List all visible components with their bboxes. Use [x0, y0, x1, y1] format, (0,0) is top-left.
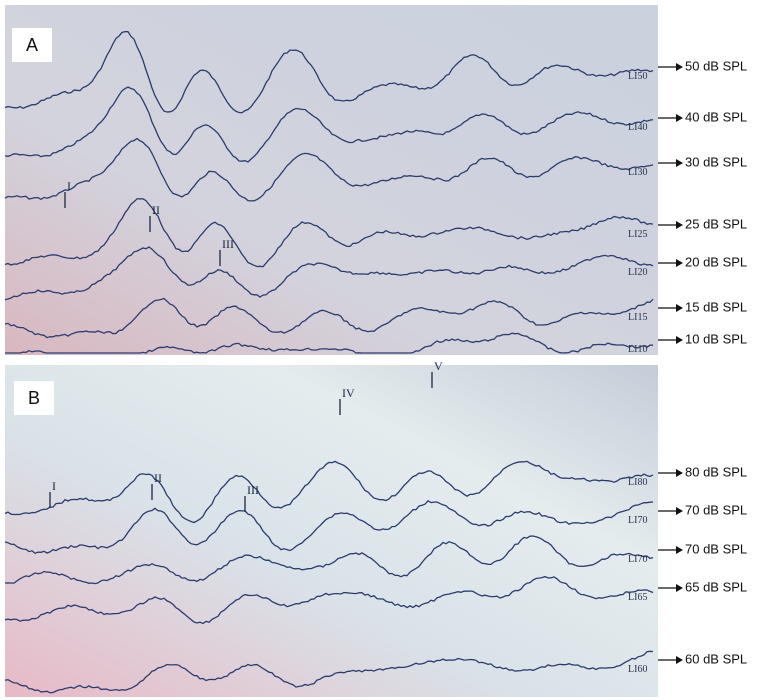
arrow-head	[676, 469, 683, 477]
screen-label: LI10	[628, 344, 647, 355]
side-label: 15 dB SPL	[685, 299, 747, 314]
arrow-head	[676, 114, 683, 122]
arrow-head	[676, 63, 683, 71]
screen-label: LI65	[628, 592, 647, 603]
side-label: 20 dB SPL	[685, 254, 747, 269]
panel-b-screen	[5, 365, 658, 697]
screen-label: LI20	[628, 267, 647, 278]
side-label: 10 dB SPL	[685, 331, 747, 346]
side-label: 25 dB SPL	[685, 216, 747, 231]
wave-label: I	[67, 179, 71, 193]
panel-label: B	[28, 388, 40, 408]
screen-label: LI30	[628, 167, 647, 178]
panel-label: A	[26, 35, 38, 55]
wave-label: I	[52, 479, 56, 493]
wave-label: III	[247, 483, 259, 497]
wave-label: II	[154, 471, 162, 485]
side-label: 30 dB SPL	[685, 154, 747, 169]
side-label: 80 dB SPL	[685, 464, 747, 479]
screen-label: LI50	[628, 71, 647, 82]
arrow-head	[676, 221, 683, 229]
wave-label: V	[434, 359, 443, 373]
screen-label: LI60	[628, 664, 647, 675]
arrow-head	[676, 656, 683, 664]
side-label: 65 dB SPL	[685, 579, 747, 594]
screen-label: LI80	[628, 477, 647, 488]
screen-label: LI25	[628, 229, 647, 240]
side-label: 50 dB SPL	[685, 58, 747, 73]
side-label: 60 dB SPL	[685, 651, 747, 666]
arrow-head	[676, 546, 683, 554]
arrow-head	[676, 336, 683, 344]
panel-a-screen	[5, 5, 658, 355]
screen-label: LI70	[628, 515, 647, 526]
screen-label: LI70	[628, 554, 647, 565]
side-label: 70 dB SPL	[685, 541, 747, 556]
figure: A B LI50 50 dB SPL LI40 40 dB SPL LI30 30 dB …	[0, 0, 761, 700]
side-label: 70 dB SPL	[685, 502, 747, 517]
arrow-head	[676, 259, 683, 267]
wave-label: III	[222, 237, 234, 251]
arrow-head	[676, 304, 683, 312]
wave-label: IV	[342, 386, 355, 400]
arrow-head	[676, 159, 683, 167]
wave-label: II	[152, 203, 160, 217]
screen-label: LI15	[628, 312, 647, 323]
screen-label: LI40	[628, 122, 647, 133]
arrow-head	[676, 507, 683, 515]
arrow-head	[676, 584, 683, 592]
side-label: 40 dB SPL	[685, 109, 747, 124]
